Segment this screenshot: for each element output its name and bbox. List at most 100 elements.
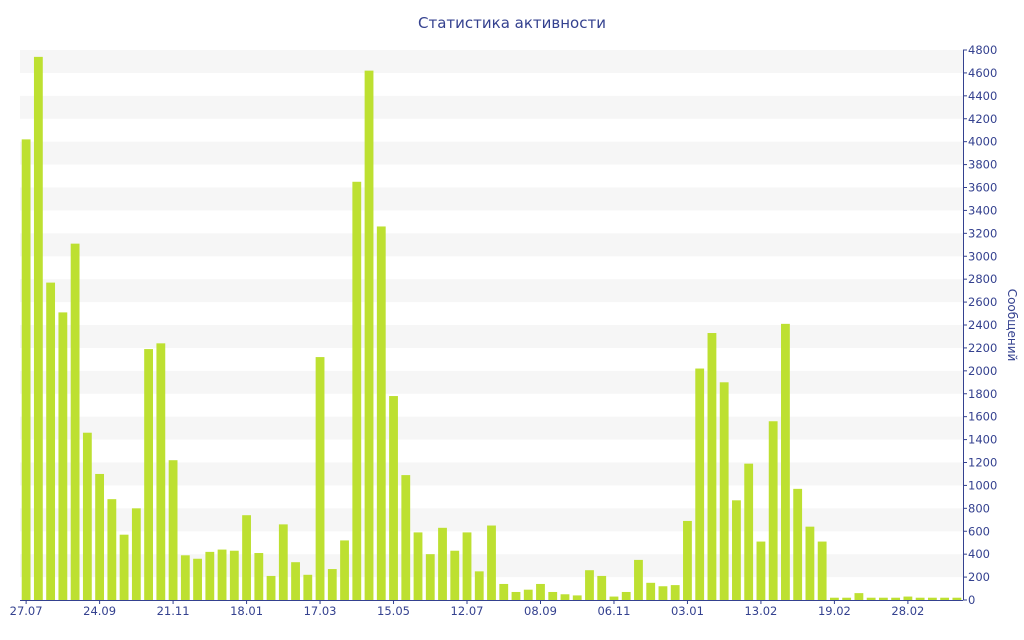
bar [156, 343, 166, 600]
bar [82, 432, 92, 600]
bar [168, 460, 178, 600]
x-tick-label: 13.02 [744, 604, 777, 618]
grid-band [20, 50, 963, 73]
bar [952, 597, 962, 600]
bar [817, 541, 827, 600]
bar [254, 553, 264, 600]
bar [891, 597, 901, 600]
bar [927, 597, 937, 600]
bar [854, 593, 864, 600]
bar [33, 56, 43, 600]
bar [450, 550, 460, 600]
bar [511, 591, 521, 600]
x-tick-label: 06.11 [597, 604, 630, 618]
bar [903, 596, 913, 600]
y-tick-label: 3600 [968, 181, 997, 195]
x-tick-label: 12.07 [451, 604, 484, 618]
bar [205, 551, 215, 600]
bar [413, 532, 423, 600]
y-tick-label: 1000 [968, 478, 997, 492]
bar [401, 475, 411, 600]
bar [793, 488, 803, 600]
grid-band [20, 233, 963, 257]
x-tick-label: 24.09 [83, 604, 116, 618]
bar [719, 382, 729, 600]
y-tick-label: 4200 [968, 112, 997, 126]
bar [462, 532, 472, 600]
bar [658, 586, 668, 600]
y-tick-label: 3000 [968, 249, 997, 263]
bar [278, 524, 288, 600]
bar [732, 500, 741, 600]
bar [805, 526, 815, 600]
bar [646, 582, 656, 600]
y-tick-label: 1800 [968, 387, 997, 401]
bar [683, 520, 692, 600]
grid-band [20, 325, 963, 348]
bar [499, 583, 509, 600]
y-tick-label: 0 [968, 593, 975, 607]
bar [291, 562, 300, 600]
bar [707, 333, 717, 600]
y-axis-title: Сообщений [1005, 289, 1019, 362]
y-tick-label: 1200 [968, 456, 997, 470]
bar [781, 323, 790, 600]
y-tick-label: 2400 [968, 318, 997, 332]
bar [352, 181, 362, 601]
bar [107, 499, 117, 600]
bar [21, 139, 31, 600]
bar [609, 596, 619, 600]
bar [915, 597, 925, 600]
bar [548, 591, 558, 600]
x-tick-label: 15.05 [377, 604, 410, 618]
y-tick-label: 2200 [968, 341, 997, 355]
y-tick-label: 4800 [968, 43, 997, 57]
grid-band [20, 187, 963, 211]
bar [119, 534, 129, 600]
bar [389, 396, 398, 600]
x-tick-label: 17.03 [304, 604, 337, 618]
bar [621, 591, 631, 600]
bar [425, 554, 435, 600]
bar [58, 312, 68, 600]
bar [364, 70, 374, 600]
y-tick-label: 4000 [968, 135, 997, 149]
bar [744, 463, 754, 600]
bar [670, 585, 680, 600]
y-tick-label: 3400 [968, 203, 997, 217]
bar [523, 589, 533, 600]
bar [303, 574, 313, 600]
bar [180, 555, 190, 600]
x-tick-label: 28.02 [891, 604, 924, 618]
bar [560, 594, 570, 600]
bar [376, 226, 386, 601]
bar [572, 595, 582, 600]
x-tick-label: 08.09 [524, 604, 557, 618]
x-tick-label: 03.01 [671, 604, 704, 618]
bar [217, 549, 227, 600]
bar [695, 368, 705, 600]
bar [634, 559, 643, 600]
y-tick-label: 2800 [968, 272, 997, 286]
bar [438, 527, 447, 600]
bar [242, 515, 251, 600]
bar [144, 349, 153, 600]
bar [866, 597, 876, 600]
y-tick-label: 4400 [968, 89, 997, 103]
y-tick-label: 600 [968, 524, 990, 538]
x-tick-label: 27.07 [10, 604, 43, 618]
x-tick-label: 18.01 [230, 604, 263, 618]
bar [768, 421, 778, 600]
bar [487, 525, 496, 600]
bar [327, 569, 337, 600]
x-tick-label: 19.02 [818, 604, 851, 618]
grid-band [20, 141, 963, 165]
y-tick-label: 1400 [968, 433, 997, 447]
bar [756, 541, 766, 600]
y-tick-label: 4600 [968, 66, 997, 80]
bar [597, 575, 607, 600]
y-tick-label: 800 [968, 501, 990, 515]
y-tick-label: 200 [968, 570, 990, 584]
bar [266, 575, 276, 600]
